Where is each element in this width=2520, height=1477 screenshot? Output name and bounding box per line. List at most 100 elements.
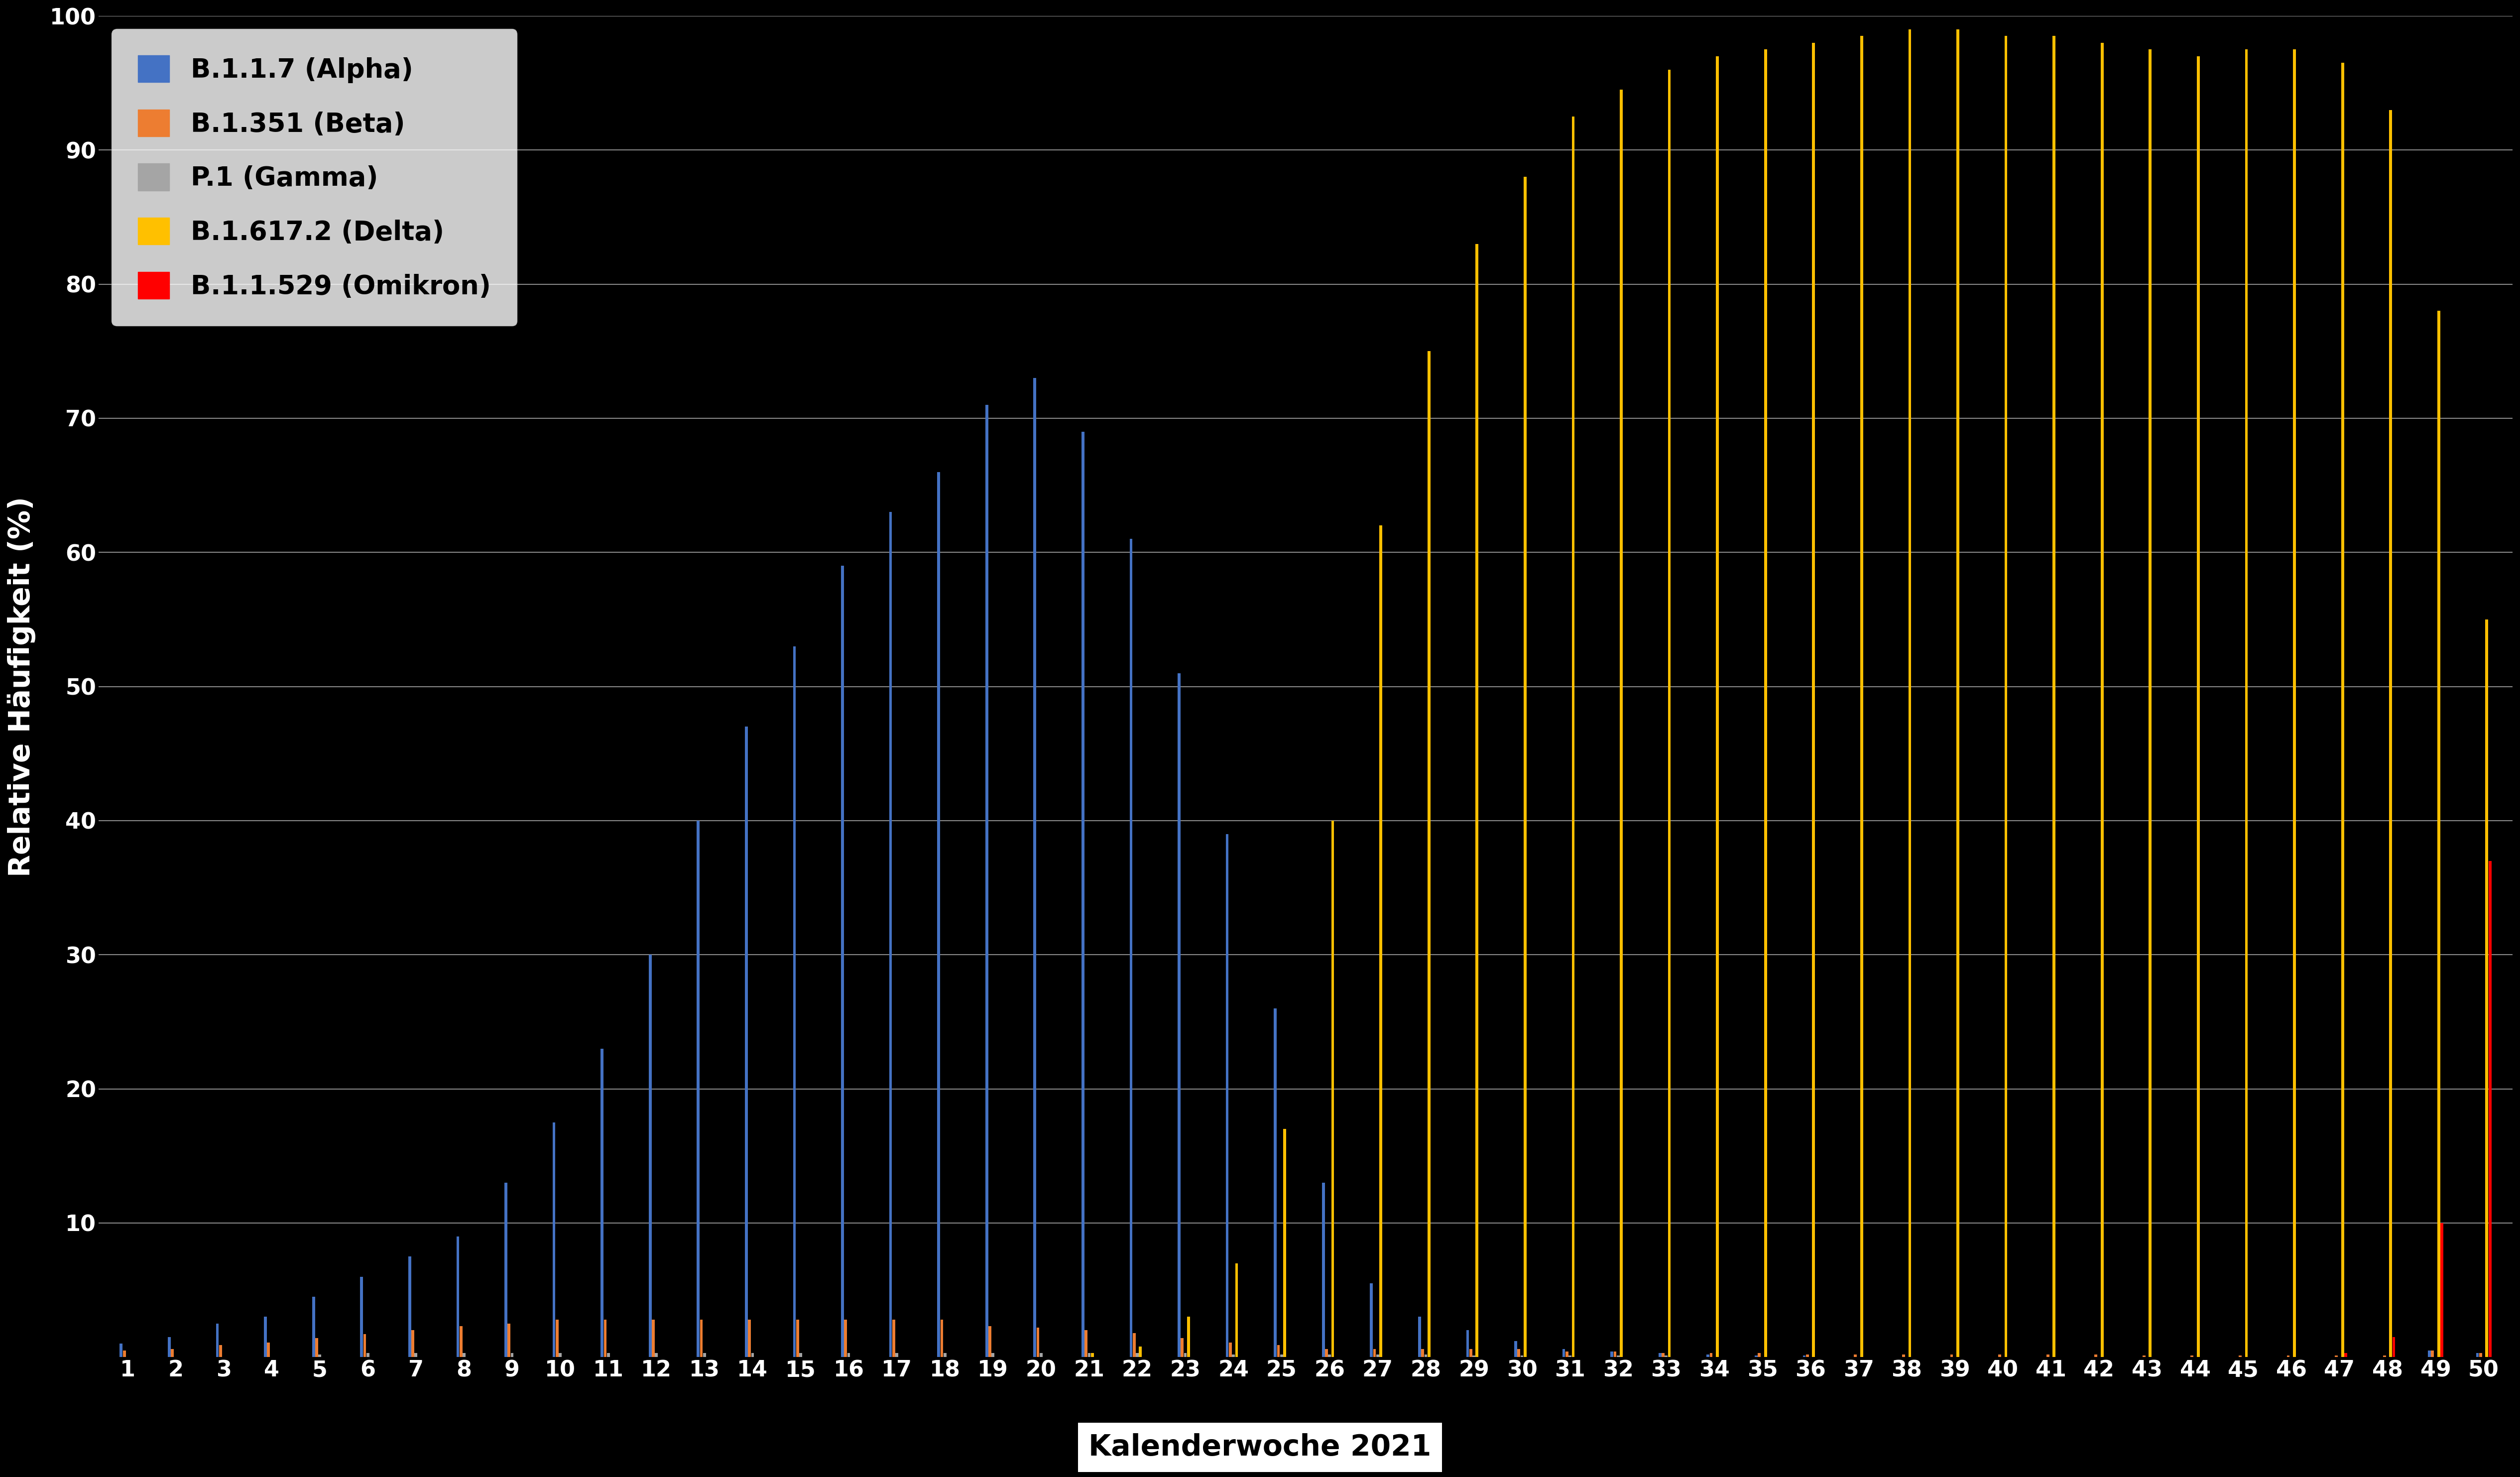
Bar — [847, 1353, 849, 1357]
Bar — [267, 1343, 270, 1357]
Bar — [169, 1337, 171, 1357]
Bar — [507, 1323, 512, 1357]
Bar — [1956, 30, 1958, 1357]
Bar — [1658, 1353, 1661, 1357]
Bar — [701, 1319, 703, 1357]
Bar — [748, 1319, 751, 1357]
Bar — [1326, 1349, 1328, 1357]
Bar — [2046, 1354, 2049, 1357]
Bar — [1273, 1009, 1278, 1357]
Bar — [1041, 1353, 1043, 1357]
Bar — [942, 1353, 948, 1357]
Bar — [1903, 1354, 1905, 1357]
Bar — [1373, 1349, 1376, 1357]
Bar — [1081, 431, 1084, 1357]
Bar — [1131, 1332, 1137, 1357]
Bar — [653, 1319, 655, 1357]
Text: Kalenderwoche 2021: Kalenderwoche 2021 — [1089, 1433, 1431, 1462]
Bar — [2480, 1353, 2482, 1357]
Bar — [2094, 1354, 2097, 1357]
Bar — [1908, 30, 1910, 1357]
Bar — [1139, 1347, 1142, 1357]
Bar — [1371, 1284, 1373, 1357]
Bar — [607, 1353, 610, 1357]
Bar — [1950, 1354, 1953, 1357]
Bar — [1613, 1351, 1615, 1357]
Bar — [265, 1317, 267, 1357]
Bar — [2344, 1353, 2346, 1357]
Bar — [1232, 1354, 1235, 1357]
Bar — [1515, 1341, 1517, 1357]
Bar — [1177, 674, 1179, 1357]
Bar — [2432, 1350, 2434, 1357]
Bar — [1376, 1354, 1378, 1357]
Bar — [1812, 43, 1814, 1357]
Bar — [844, 1319, 847, 1357]
Bar — [1280, 1354, 1283, 1357]
Bar — [1860, 35, 1862, 1357]
Bar — [940, 1319, 942, 1357]
Bar — [655, 1353, 658, 1357]
Bar — [1467, 1331, 1469, 1357]
Bar — [1764, 49, 1767, 1357]
Bar — [315, 1338, 318, 1357]
Bar — [554, 1319, 559, 1357]
Bar — [1230, 1343, 1232, 1357]
Bar — [2477, 1353, 2480, 1357]
Bar — [746, 727, 748, 1357]
Bar — [2437, 312, 2439, 1357]
Bar — [552, 1123, 554, 1357]
Bar — [123, 1350, 126, 1357]
Bar — [318, 1354, 320, 1357]
Bar — [1517, 1349, 1520, 1357]
Bar — [937, 473, 940, 1357]
Bar — [600, 1049, 602, 1357]
Bar — [648, 954, 653, 1357]
Bar — [1661, 1353, 1666, 1357]
Bar — [1998, 1354, 2001, 1357]
Bar — [2485, 619, 2487, 1357]
Bar — [2293, 49, 2296, 1357]
Bar — [1562, 1349, 1565, 1357]
Bar — [1089, 1353, 1091, 1357]
Bar — [895, 1353, 897, 1357]
Bar — [360, 1276, 363, 1357]
Bar — [2197, 56, 2200, 1357]
Bar — [1807, 1354, 1809, 1357]
Bar — [464, 1353, 466, 1357]
Bar — [2102, 43, 2104, 1357]
Bar — [796, 1319, 799, 1357]
Bar — [1572, 117, 1575, 1357]
Bar — [1716, 56, 1719, 1357]
Bar — [2341, 64, 2344, 1357]
Bar — [890, 513, 892, 1357]
Bar — [1278, 1346, 1280, 1357]
Bar — [1565, 1351, 1567, 1357]
Bar — [1709, 1353, 1714, 1357]
Bar — [2487, 861, 2492, 1357]
Bar — [219, 1346, 222, 1357]
Bar — [794, 647, 796, 1357]
Bar — [1668, 69, 1671, 1357]
Bar — [217, 1323, 219, 1357]
Bar — [411, 1331, 413, 1357]
Bar — [605, 1319, 607, 1357]
Bar — [1855, 1354, 1857, 1357]
Bar — [1235, 1263, 1237, 1357]
Bar — [990, 1353, 995, 1357]
Bar — [1469, 1349, 1472, 1357]
Bar — [408, 1257, 411, 1357]
Bar — [985, 405, 988, 1357]
Bar — [892, 1319, 895, 1357]
Bar — [1036, 1328, 1038, 1357]
Bar — [1182, 1338, 1184, 1357]
Bar — [456, 1236, 459, 1357]
Y-axis label: Relative Häufigkeit (%): Relative Häufigkeit (%) — [8, 496, 35, 877]
Bar — [1184, 1353, 1187, 1357]
Bar — [1620, 90, 1623, 1357]
Bar — [842, 566, 844, 1357]
Bar — [1033, 378, 1036, 1357]
Bar — [1706, 1354, 1709, 1357]
Bar — [799, 1353, 801, 1357]
Bar — [1525, 177, 1527, 1357]
